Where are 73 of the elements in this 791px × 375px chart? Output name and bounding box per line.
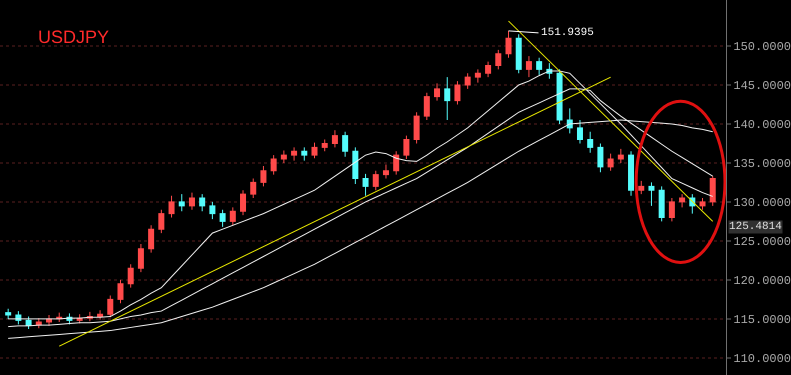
candlestick (658, 186, 665, 222)
candlestick (178, 194, 185, 212)
candlestick (209, 201, 216, 220)
candlestick (608, 153, 614, 172)
candlestick (536, 57, 542, 76)
candlestick (230, 206, 236, 226)
candlestick (618, 148, 624, 164)
candlestick (220, 209, 226, 228)
candlestick (312, 142, 318, 159)
candlestick (382, 164, 389, 180)
candlestick (679, 194, 686, 208)
candlestick (434, 82, 440, 102)
candlestick (138, 244, 144, 273)
candlestick (97, 310, 104, 320)
candlestick (648, 182, 654, 206)
candlestick (403, 135, 410, 160)
candlestick (240, 190, 246, 216)
candlestick (700, 198, 706, 210)
candlestick (393, 150, 400, 176)
candlestick (128, 264, 134, 288)
y-tick-label: 110.0000 (733, 352, 791, 366)
candlestick (342, 131, 348, 158)
candlestick (322, 139, 328, 152)
candlestick (250, 178, 256, 199)
candlestick (424, 92, 430, 121)
candlestick (638, 180, 644, 195)
candlestick (628, 150, 634, 196)
candlestick (454, 80, 460, 105)
candlestick (117, 279, 124, 304)
y-tick-label: 130.0000 (733, 196, 791, 210)
candlestick (587, 131, 594, 154)
candlestick (444, 76, 450, 121)
candlestick (26, 316, 32, 330)
candlestick (260, 166, 266, 187)
text: 125.4814 (729, 221, 782, 233)
y-tick-label: 125.0000 (733, 235, 791, 250)
candlestick (291, 146, 298, 162)
candlestick (301, 146, 308, 162)
candlestick (352, 146, 358, 184)
text: USDJPY (38, 27, 110, 47)
candlestick (270, 154, 277, 176)
candlestick (372, 170, 379, 191)
candlestick (168, 195, 175, 218)
candlestick (188, 192, 195, 210)
candlestick (148, 224, 154, 254)
candlestick (506, 30, 512, 58)
candlestick (710, 176, 716, 206)
candlestick (566, 108, 573, 134)
candlestick (526, 56, 532, 78)
candlestick (485, 61, 492, 78)
candlestick (199, 194, 206, 212)
candlestick (576, 120, 583, 144)
candlestick (280, 150, 287, 164)
candlestick (5, 308, 12, 320)
candlestick (414, 112, 420, 144)
candlestick (362, 173, 369, 196)
candlestick (332, 130, 338, 148)
candlestick (556, 68, 563, 124)
candlestick (474, 68, 481, 84)
candlestick (495, 49, 502, 70)
y-tick-label: 140.0000 (733, 118, 791, 132)
y-tick-label: 115.0000 (733, 313, 791, 328)
candlestick (464, 72, 471, 90)
y-tick-label: 135.0000 (733, 157, 791, 172)
y-tick-label: 120.0000 (733, 274, 791, 288)
candlestick (597, 142, 604, 173)
candlestick (158, 209, 164, 234)
annotation: 151.9395 (541, 27, 594, 39)
y-tick-label: 145.0000 (733, 79, 791, 94)
y-tick-label: 150.0000 (733, 40, 791, 54)
candlestick (516, 34, 522, 74)
candlestick (107, 294, 114, 318)
candlestick (668, 198, 675, 222)
